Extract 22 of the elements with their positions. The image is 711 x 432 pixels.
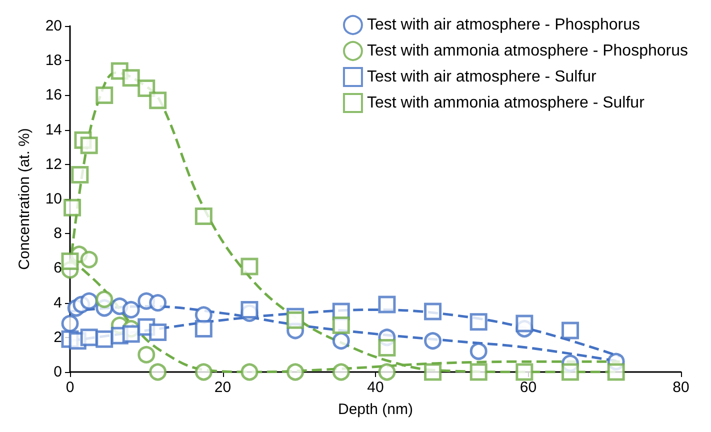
x-axis-title: Depth (nm) [338, 401, 414, 418]
legend-label: Test with air atmosphere - Phosphorus [366, 16, 640, 34]
y-tick-label: 8 [54, 225, 62, 242]
y-tick-label: 4 [54, 294, 62, 312]
x-tick-label: 80 [672, 379, 690, 396]
y-tick-label: 18 [45, 52, 62, 70]
x-tick-label: 40 [367, 379, 384, 396]
y-tick-label: 16 [45, 86, 62, 104]
y-tick-label: 6 [54, 260, 62, 277]
legend-label: Test with air atmosphere - Sulfur [366, 68, 598, 86]
y-tick-label: 12 [45, 156, 62, 173]
y-tick-label: 0 [54, 364, 62, 380]
y-tick-label: 20 [45, 18, 62, 34]
y-tick-label: 10 [45, 190, 62, 208]
x-tick-label: 0 [66, 379, 74, 396]
legend-label: Test with ammonia atmosphere - Phosphorus [366, 42, 688, 60]
y-tick-label: 2 [54, 328, 62, 346]
legend-label: Test with ammonia atmosphere - Sulfur [366, 94, 646, 112]
x-tick-label: 60 [520, 379, 537, 396]
x-tick-label: 20 [214, 379, 232, 396]
y-axis-title: Concentration (at. %) [16, 128, 33, 270]
y-tick-label: 14 [45, 121, 62, 138]
